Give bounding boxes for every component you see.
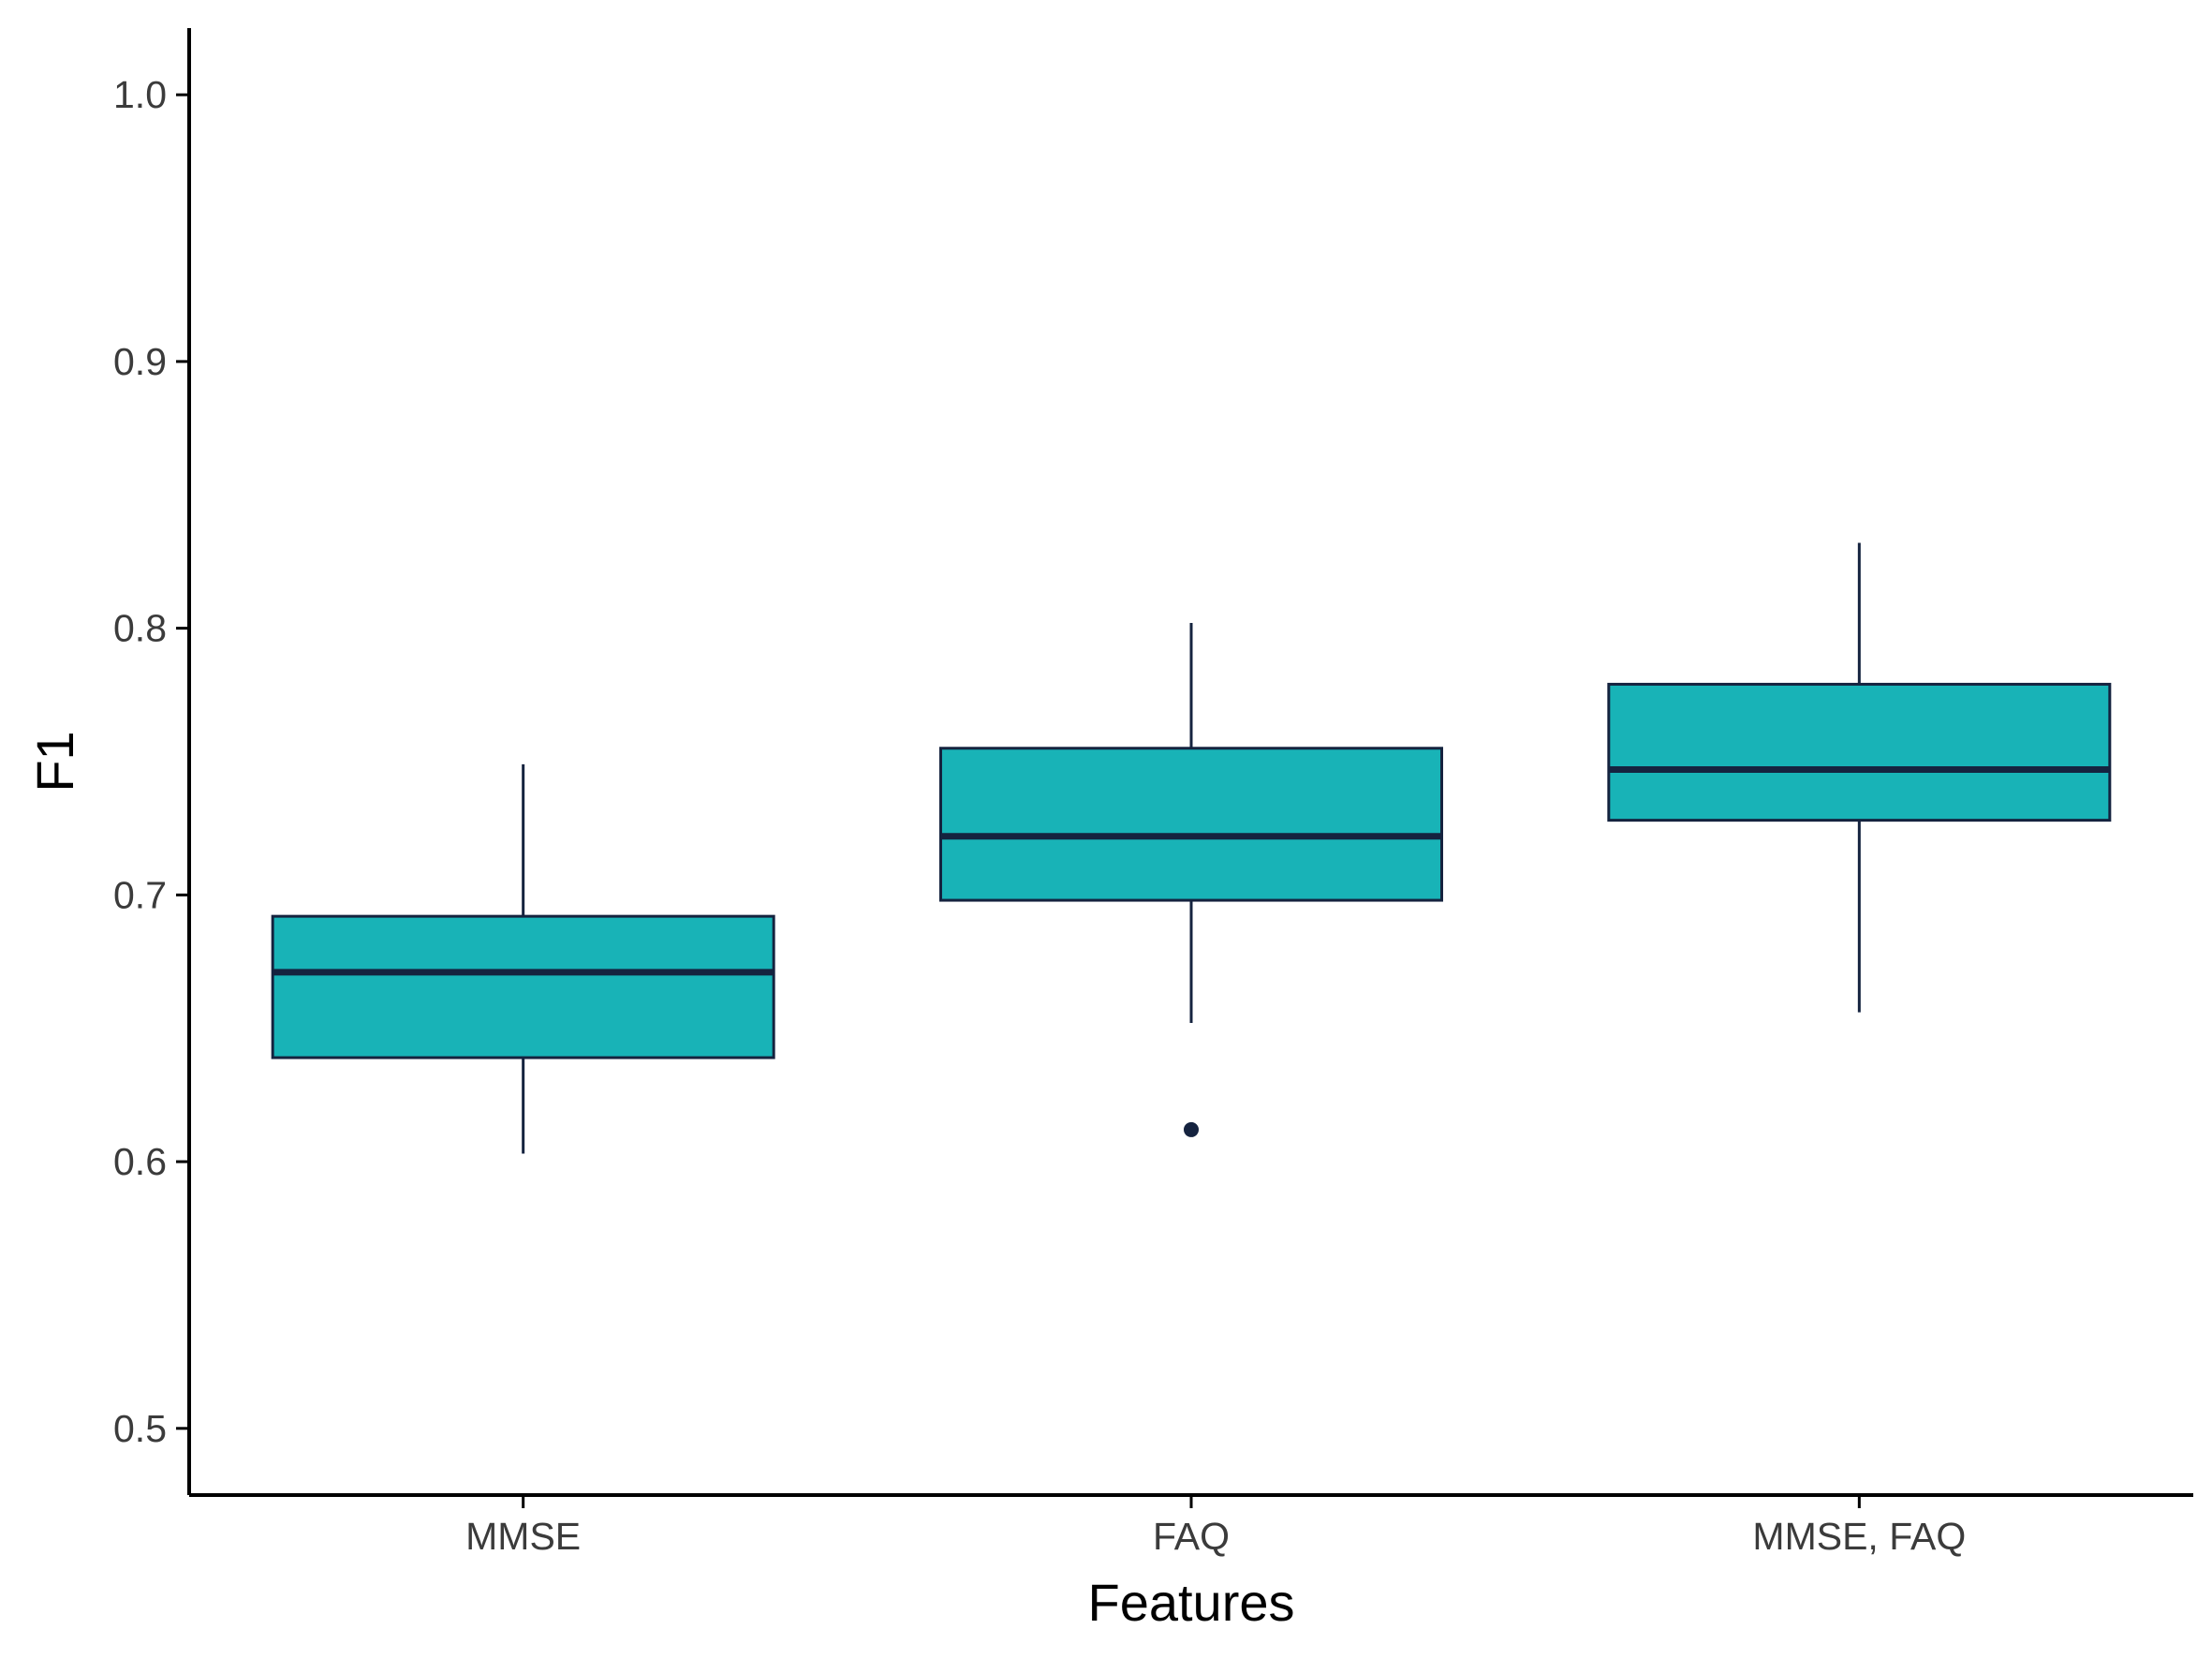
y-tick-label: 0.9 bbox=[113, 340, 167, 383]
x-axis-title: Features bbox=[1088, 1573, 1295, 1632]
outlier-point bbox=[1184, 1121, 1199, 1137]
y-tick-label: 0.8 bbox=[113, 607, 167, 650]
box-group bbox=[271, 763, 775, 1154]
y-tick-label: 0.6 bbox=[113, 1140, 167, 1183]
x-tick-label: FAQ bbox=[1153, 1515, 1230, 1558]
box-iqr bbox=[271, 914, 775, 1059]
box-group bbox=[939, 622, 1443, 1137]
x-axis-ticks: MMSE FAQ MMSE, FAQ bbox=[465, 1495, 1966, 1558]
boxes-layer bbox=[271, 542, 2112, 1154]
y-tick-label: 0.5 bbox=[113, 1407, 167, 1450]
y-axis-title: F1 bbox=[25, 731, 84, 792]
box-iqr bbox=[1607, 682, 2112, 822]
y-tick-label: 1.0 bbox=[113, 73, 167, 116]
x-tick-label: MMSE bbox=[465, 1515, 581, 1558]
box-iqr bbox=[939, 747, 1443, 902]
y-axis-ticks: 0.5 0.6 0.7 0.8 0.9 1.0 bbox=[113, 73, 189, 1450]
x-tick-label: MMSE, FAQ bbox=[1752, 1515, 1966, 1558]
box-group bbox=[1607, 542, 2112, 1013]
y-tick-label: 0.7 bbox=[113, 873, 167, 916]
